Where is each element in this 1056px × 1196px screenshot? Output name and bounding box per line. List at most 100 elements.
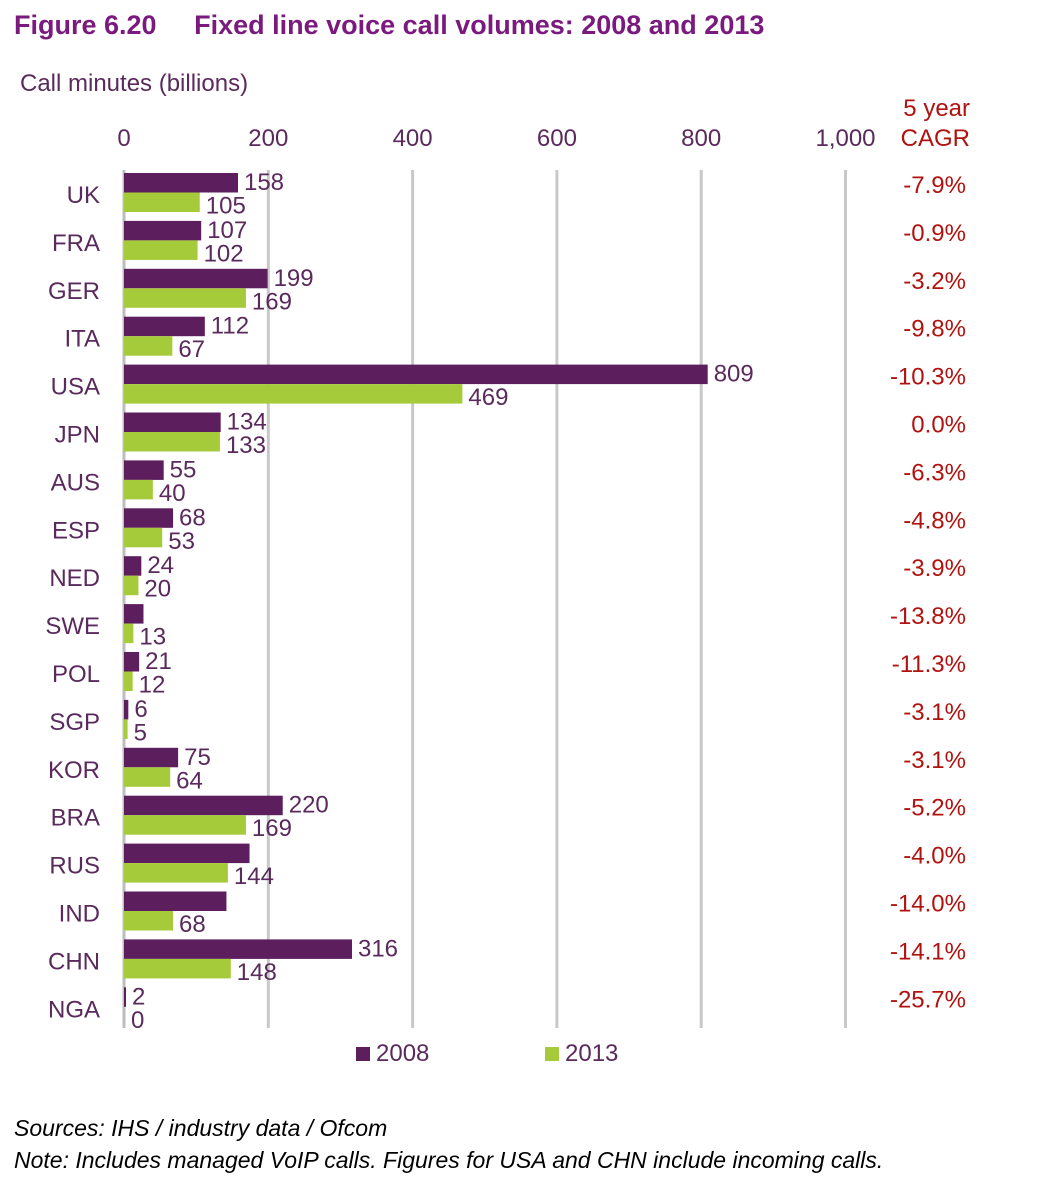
cagr-value-ITA: -9.8%	[903, 316, 966, 343]
category-label-RUS: RUS	[49, 853, 100, 880]
data-label-2008-SGP: 6	[134, 696, 147, 723]
legend-item-2013: 2013	[545, 1040, 618, 1068]
note-text: Note: Includes managed VoIP calls. Figur…	[14, 1147, 884, 1173]
bar-2013-KOR	[124, 767, 171, 787]
bar-2013-FRA	[124, 240, 198, 260]
category-label-ITA: ITA	[64, 326, 100, 353]
x-tick-label: 200	[248, 125, 288, 152]
bar-2008-CHN	[124, 939, 352, 959]
legend-label-2008: 2008	[376, 1040, 430, 1067]
cagr-value-RUS: -4.0%	[903, 843, 966, 870]
data-label-2013-JPN: 133	[226, 432, 266, 459]
bar-2013-ITA	[124, 336, 173, 356]
data-label-2008-AUS: 55	[170, 456, 197, 483]
data-label-2008-POL: 21	[145, 648, 172, 675]
bar-2013-AUS	[124, 479, 153, 500]
cagr-value-CHN: -14.1%	[890, 938, 966, 965]
cagr-value-FRA: -0.9%	[903, 220, 966, 247]
figure-number: Figure 6.20	[14, 10, 157, 40]
category-label-ESP: ESP	[52, 517, 100, 544]
data-label-2013-IND: 68	[179, 911, 206, 938]
data-label-2008-USA: 809	[714, 361, 754, 388]
data-label-2013-AUS: 40	[159, 480, 186, 507]
x-tick-label: 1,000	[815, 125, 875, 152]
bar-2008-IND	[124, 891, 227, 911]
cagr-value-SGP: -3.1%	[903, 699, 966, 726]
data-label-2008-NGA: 2	[132, 983, 145, 1010]
legend-swatch-2013	[545, 1047, 559, 1061]
cagr-value-GER: -3.2%	[903, 268, 966, 295]
category-label-BRA: BRA	[51, 805, 100, 832]
cagr-value-IND: -14.0%	[890, 891, 966, 918]
legend-item-2008: 2008	[356, 1040, 429, 1068]
category-label-IND: IND	[59, 901, 100, 928]
cagr-value-JPN: 0.0%	[911, 412, 966, 439]
cagr-value-USA: -10.3%	[890, 364, 966, 391]
bar-2008-USA	[124, 364, 708, 385]
data-label-2013-FRA: 102	[204, 240, 244, 267]
data-label-2013-NGA: 0	[131, 1007, 144, 1034]
data-label-2013-NED: 20	[144, 576, 171, 603]
cagr-value-POL: -11.3%	[892, 651, 966, 678]
category-label-CHN: CHN	[48, 948, 100, 975]
bar-2008-FRA	[124, 220, 202, 241]
x-tick-label: 800	[681, 125, 721, 152]
data-label-2013-ITA: 67	[178, 336, 205, 363]
data-label-2008-JPN: 134	[227, 409, 267, 436]
data-label-2013-ESP: 53	[168, 528, 195, 555]
bar-2013-IND	[124, 911, 174, 931]
data-label-2013-GER: 169	[252, 288, 292, 315]
category-label-GER: GER	[48, 278, 100, 305]
category-label-FRA: FRA	[52, 230, 100, 257]
data-label-2008-NED: 24	[147, 552, 174, 579]
category-label-NGA: NGA	[48, 996, 100, 1023]
sources-text: Sources: IHS / industry data / Ofcom	[14, 1115, 388, 1141]
bar-2008-NGA	[124, 987, 126, 1007]
bar-2008-AUS	[124, 460, 164, 480]
category-label-AUS: AUS	[51, 469, 100, 496]
cagr-value-SWE: -13.8%	[890, 603, 966, 630]
category-label-NED: NED	[49, 565, 100, 592]
bar-2013-NED	[124, 575, 139, 596]
bar-2013-USA	[124, 384, 463, 404]
x-tick-label: 600	[537, 125, 577, 152]
data-label-2013-UK: 105	[206, 193, 246, 220]
data-label-2013-BRA: 169	[252, 815, 292, 842]
bar-2013-JPN	[124, 432, 220, 452]
bar-2013-SGP	[124, 719, 128, 739]
bar-2008-NED	[124, 556, 142, 576]
bar-2013-UK	[124, 192, 200, 212]
bar-2013-POL	[124, 671, 133, 691]
data-label-2008-UK: 158	[244, 169, 284, 196]
data-label-2008-GER: 199	[274, 265, 314, 292]
data-label-2013-SGP: 5	[134, 719, 147, 746]
category-label-SWE: SWE	[45, 613, 100, 640]
bar-2008-GER	[124, 268, 268, 289]
bar-2008-KOR	[124, 747, 179, 768]
bar-2013-RUS	[124, 863, 228, 883]
data-label-2008-ITA: 112	[211, 313, 249, 340]
bar-2013-GER	[124, 288, 246, 308]
cagr-value-NGA: -25.7%	[890, 986, 966, 1013]
category-label-KOR: KOR	[48, 757, 100, 784]
cagr-value-UK: -7.9%	[903, 172, 966, 199]
data-label-2008-BRA: 220	[289, 792, 329, 819]
bar-2008-JPN	[124, 412, 221, 432]
bar-2008-POL	[124, 652, 140, 672]
data-label-2013-KOR: 64	[176, 767, 203, 794]
category-label-SGP: SGP	[49, 709, 100, 736]
bar-2013-ESP	[124, 527, 163, 548]
bar-2008-SGP	[124, 699, 129, 720]
x-tick-label: 400	[393, 125, 433, 152]
data-label-2013-CHN: 148	[237, 959, 277, 986]
data-label-2008-FRA: 107	[207, 217, 247, 244]
data-label-2013-POL: 12	[139, 672, 166, 699]
category-label-POL: POL	[52, 661, 100, 688]
bar-2013-CHN	[124, 958, 231, 979]
category-label-USA: USA	[51, 374, 100, 401]
footer: Sources: IHS / industry data / Ofcom Not…	[14, 1112, 883, 1176]
category-label-JPN: JPN	[55, 422, 100, 449]
data-label-2013-RUS: 144	[234, 863, 274, 890]
data-label-2008-ESP: 68	[179, 504, 206, 531]
